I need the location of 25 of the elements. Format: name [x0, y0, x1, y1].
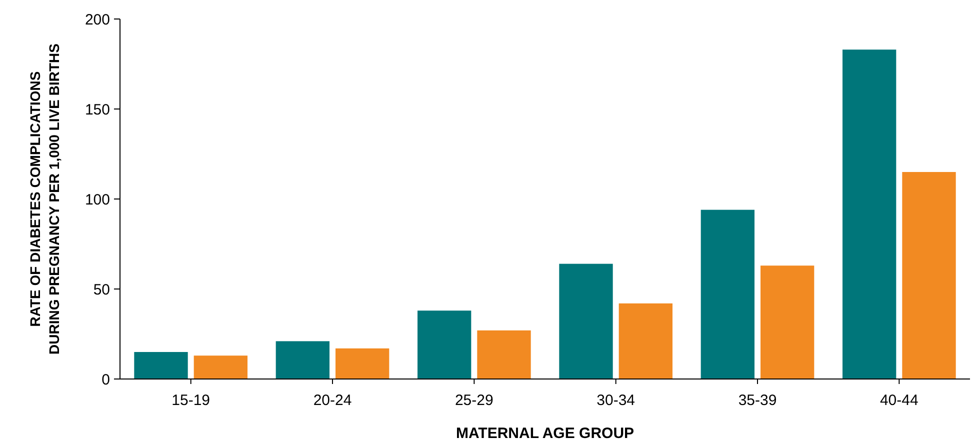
bar: [618, 303, 672, 379]
y-tick-label: 200: [84, 11, 110, 28]
x-tick-label: 15-19: [172, 392, 210, 409]
bar: [276, 341, 330, 379]
x-tick-label: 20-24: [313, 392, 352, 409]
x-tick-label: 40-44: [880, 392, 918, 409]
bar: [902, 172, 956, 379]
bar: [134, 352, 188, 379]
bar: [477, 330, 531, 379]
x-tick-label: 30-34: [596, 392, 636, 409]
y-tick-label: 0: [102, 371, 110, 388]
bar: [418, 310, 472, 379]
bar: [700, 210, 754, 379]
y-tick-label: 100: [84, 191, 110, 208]
bar: [842, 50, 896, 379]
y-tick-label: 150: [84, 101, 110, 118]
y-axis-title: RATE OF DIABETES COMPLICATIONS DURING PREGNANCY PER 1,000 LIVE BIRTHS: [27, 44, 62, 354]
bar: [194, 356, 248, 379]
x-tick-label: 35-39: [738, 392, 777, 409]
y-tick-label: 50: [93, 281, 110, 298]
bar: [336, 348, 390, 379]
bar: [760, 266, 814, 379]
bar: [559, 264, 613, 379]
x-axis-title: MATERNAL AGE GROUP: [456, 425, 634, 442]
x-tick-label: 25-29: [454, 392, 494, 409]
